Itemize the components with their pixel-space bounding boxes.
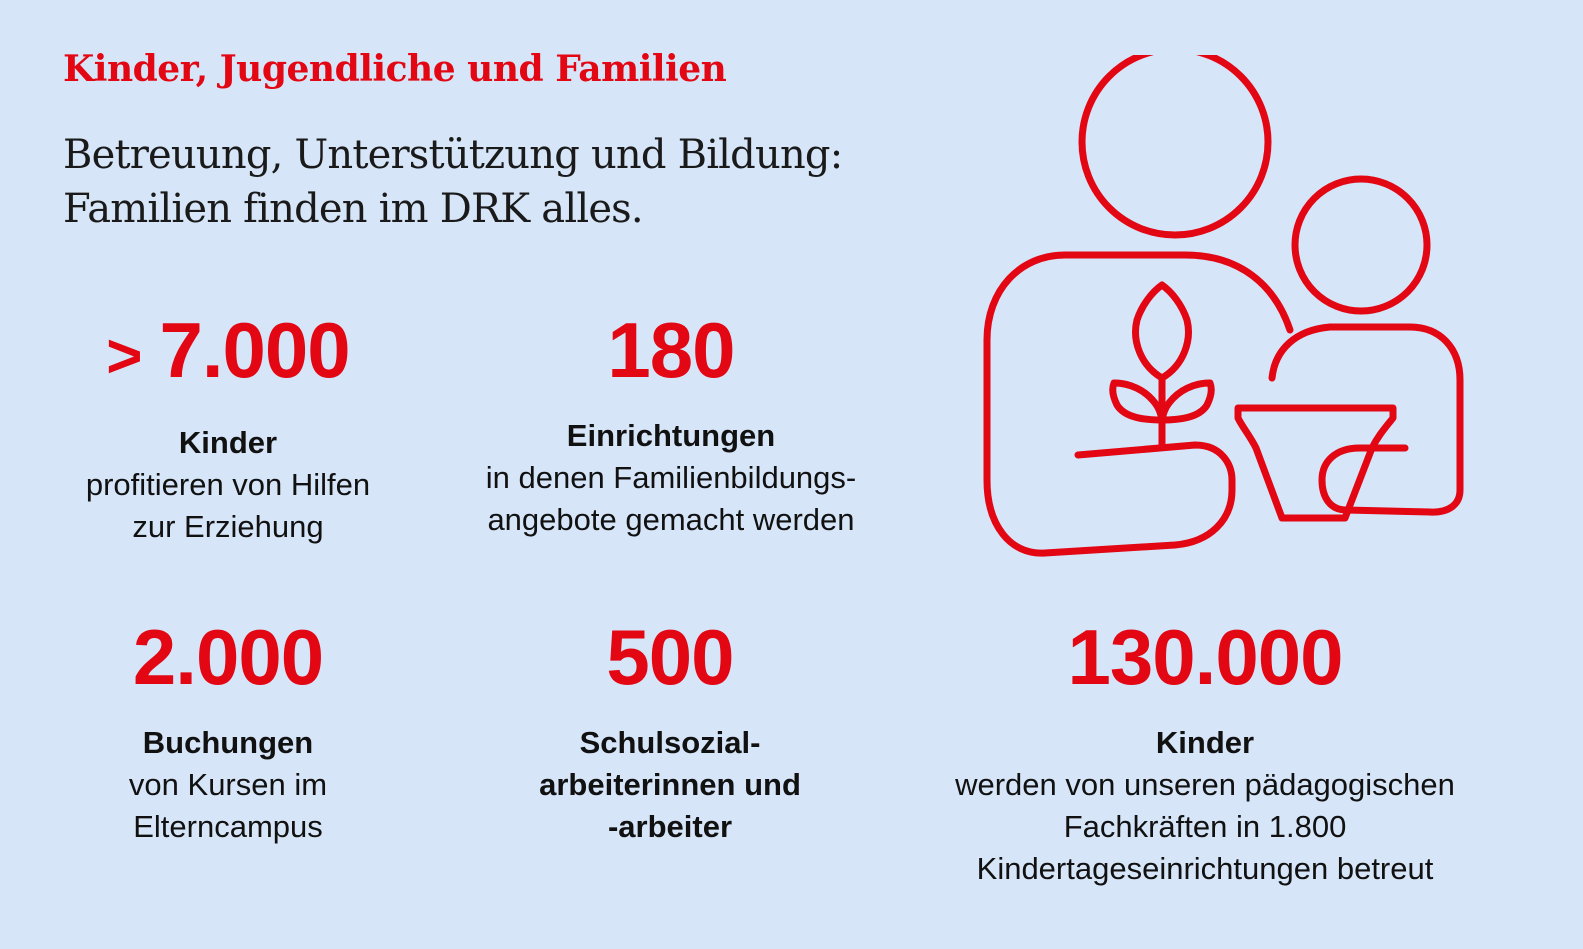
stat-description: werden von unseren pädagogischen Fachkrä… xyxy=(905,764,1505,890)
stat-number: 180 xyxy=(607,306,735,394)
stat-social-workers: 500 Schulsozial- arbeiterinnen und -arbe… xyxy=(470,612,870,848)
stat-number: 2.000 xyxy=(132,613,324,701)
stat-bookings: 2.000 Buchungen von Kursen im Elterncamp… xyxy=(38,612,418,848)
stat-label-line: -arbeiter xyxy=(607,809,733,844)
subtitle-line: Familien finden im DRK alles. xyxy=(63,186,644,232)
stat-description-line: zur Erziehung xyxy=(132,509,324,544)
stat-label: Buchungen xyxy=(142,725,314,760)
stat-label: Kinder xyxy=(178,425,278,460)
stat-description-line: angebote gemacht werden xyxy=(487,502,855,537)
stat-description-line: Elterncampus xyxy=(133,809,323,844)
stat-label-line: arbeiterinnen und xyxy=(539,767,801,802)
stat-description-line: werden von unseren pädagogischen xyxy=(955,767,1455,802)
greater-than-sign: > xyxy=(106,322,142,391)
stat-facilities: 180 Einrichtungen in denen Familienbildu… xyxy=(445,305,897,541)
stat-label: Einrichtungen xyxy=(566,418,776,453)
stat-description-line: in denen Familienbildungs- xyxy=(485,460,857,495)
parent-child-plant-icon xyxy=(983,55,1464,557)
stat-number: 500 xyxy=(606,613,734,701)
stat-description-line: Kindertageseinrichtungen betreut xyxy=(976,851,1434,886)
stat-value: >7.000 xyxy=(38,305,418,402)
stat-label-line: Schulsozial- xyxy=(579,725,761,760)
stat-children-help: >7.000 Kinder profitieren von Hilfen zur… xyxy=(38,305,418,548)
stat-description: von Kursen im Elterncampus xyxy=(38,764,418,848)
subtitle-line: Betreuung, Unterstützung und Bildung: xyxy=(63,132,843,178)
stat-description-line: Fachkräften in 1.800 xyxy=(1063,809,1347,844)
stat-daycare-children: 130.000 Kinder werden von unseren pädago… xyxy=(905,612,1505,890)
stat-description: in denen Familienbildungs- angebote gema… xyxy=(445,457,897,541)
stat-description-line: profitieren von Hilfen xyxy=(85,467,371,502)
stat-description-line: von Kursen im xyxy=(128,767,328,802)
stat-label: Schulsozial- arbeiterinnen und -arbeiter xyxy=(470,722,870,848)
stat-label: Kinder xyxy=(1155,725,1255,760)
page-title: Kinder, Jugendliche und Familien xyxy=(63,48,727,90)
stat-number: 7.000 xyxy=(159,306,351,394)
page-subtitle: Betreuung, Unterstützung und Bildung: Fa… xyxy=(63,128,923,236)
stat-number: 130.000 xyxy=(1067,613,1344,701)
stat-description: profitieren von Hilfen zur Erziehung xyxy=(38,464,418,548)
